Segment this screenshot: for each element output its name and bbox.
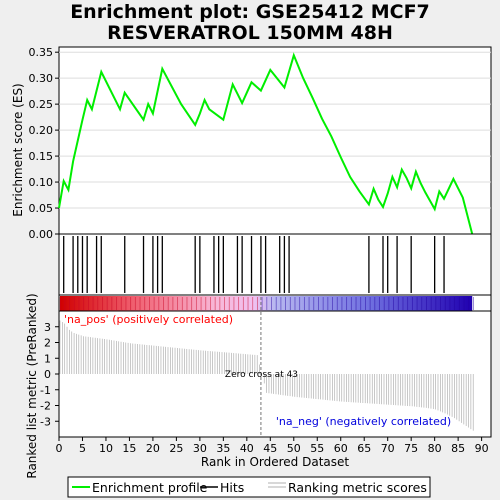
metric-ytick-label: -3 [40,415,51,428]
es-axis-label: Enrichment score (ES) [11,83,25,216]
xtick-label: 70 [381,442,395,455]
legend-label: Ranking metric scores [288,480,427,495]
chart-title-line-1: Enrichment plot: GSE25412 MCF7 [70,1,430,23]
xtick-label: 45 [263,442,277,455]
metric-axis-label: Ranked list metric (PreRanked) [25,293,39,478]
metric-ytick-label: 1 [44,352,51,365]
xtick-label: 90 [475,442,489,455]
metric-ytick-label: 0 [44,368,51,381]
hits-panel [58,233,492,296]
es-ytick-label: 0.20 [29,124,54,137]
es-ytick-label: 0.00 [29,228,54,241]
legend-label: Hits [220,480,244,495]
x-axis-label: Rank in Ordered Dataset [201,455,349,469]
es-ytick-label: 0.05 [29,202,54,215]
negative-correlation-label: 'na_neg' (negatively correlated) [276,415,451,428]
xtick-label: 50 [287,442,301,455]
chart-title-line-2: RESVERATROL 150MM 48H [107,22,393,44]
xtick-label: 10 [99,442,113,455]
metric-ytick-label: -1 [40,384,51,397]
legend-box [67,476,431,498]
es-ytick-label: 0.30 [29,72,54,85]
es-ytick-label: 0.35 [29,46,54,59]
xtick-label: 65 [357,442,371,455]
es-ytick-label: 0.15 [29,150,54,163]
es-ytick-label: 0.25 [29,98,54,111]
rank-color-bar [60,296,473,311]
xtick-label: 80 [428,442,442,455]
metric-ytick-label: 2 [44,337,51,350]
xtick-label: 40 [240,442,254,455]
xtick-label: 0 [56,442,63,455]
legend-label: Enrichment profile [92,480,208,495]
metric-ytick-label: -2 [40,400,51,413]
positive-correlation-label: 'na_pos' (positively correlated) [64,313,233,326]
xtick-label: 75 [404,442,418,455]
enrichment-profile-line [58,52,474,235]
xtick-label: 5 [79,442,86,455]
zero-cross-label: Zero cross at 43 [225,370,298,380]
xtick-label: 20 [146,442,160,455]
xtick-label: 85 [451,442,465,455]
xtick-label: 30 [193,442,207,455]
xtick-label: 15 [122,442,136,455]
xtick-label: 55 [310,442,324,455]
metric-ytick-label: 3 [44,321,51,334]
xtick-label: 25 [169,442,183,455]
xtick-label: 35 [216,442,230,455]
es-ytick-label: 0.10 [29,176,54,189]
xtick-label: 60 [334,442,348,455]
